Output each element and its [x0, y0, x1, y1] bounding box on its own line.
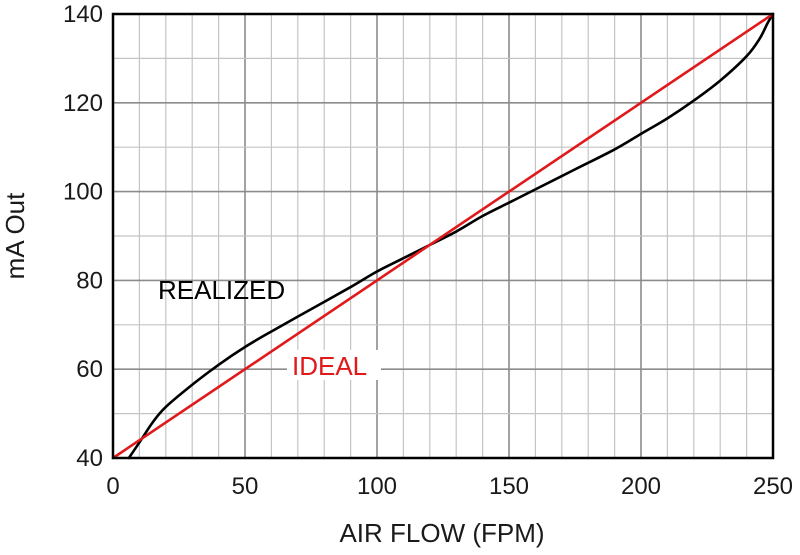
y-tick-label: 40: [76, 445, 103, 472]
realized-annotation: REALIZED: [158, 275, 285, 305]
y-tick-label: 60: [76, 356, 103, 383]
ideal-annotation: IDEAL: [287, 350, 381, 381]
x-tick-label: 250: [753, 473, 793, 500]
grid: [113, 14, 773, 458]
tick-labels: 0 50 100 150 200 250 40 60 80 100 120 140: [63, 1, 793, 500]
x-tick-label: 100: [357, 473, 397, 500]
y-axis-title: mA Out: [0, 192, 30, 279]
x-tick-label: 50: [232, 473, 259, 500]
x-axis-title: AIR FLOW (FPM): [339, 518, 544, 548]
realized-series-line: [127, 12, 775, 460]
x-tick-label: 150: [489, 473, 529, 500]
y-tick-label: 100: [63, 179, 103, 206]
y-tick-label: 80: [76, 267, 103, 294]
y-tick-label: 140: [63, 1, 103, 28]
ideal-annotation-text: IDEAL: [292, 351, 367, 381]
plot-frame: [111, 12, 775, 460]
x-tick-label: 200: [621, 473, 661, 500]
x-tick-label: 0: [106, 473, 119, 500]
y-tick-label: 120: [63, 90, 103, 117]
series-layer: [111, 12, 775, 460]
ideal-series-line: [111, 12, 775, 460]
